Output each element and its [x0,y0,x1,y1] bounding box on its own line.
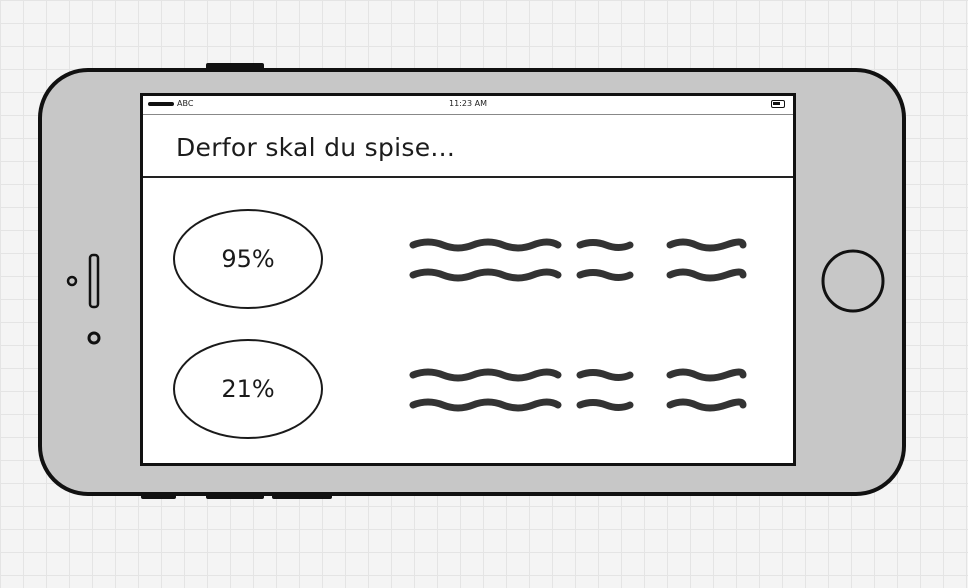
stat-percent-value: 95% [221,245,275,273]
status-time: 11:23 AM [449,99,487,108]
speaker-icon [88,253,100,309]
home-button-icon [821,249,885,313]
battery-icon [771,100,785,108]
phone-screen: ABC 11:23 AM Derfor skal du spise... 95% [140,93,796,466]
signal-icon [148,102,174,106]
status-bar: ABC 11:23 AM [143,96,793,114]
title-bar: Derfor skal du spise... [143,114,793,178]
stat-percent-value: 21% [221,375,275,403]
placeholder-text-scribble [409,238,747,282]
stat-row: 95% [173,209,773,309]
placeholder-text-scribble [409,368,747,412]
stat-row: 21% [173,339,773,439]
page-title: Derfor skal du spise... [176,133,456,162]
carrier-label: ABC [177,99,194,108]
sensor-icon [87,331,101,345]
stat-percent-circle[interactable]: 21% [173,339,323,439]
stat-percent-circle[interactable]: 95% [173,209,323,309]
camera-icon [66,275,78,287]
